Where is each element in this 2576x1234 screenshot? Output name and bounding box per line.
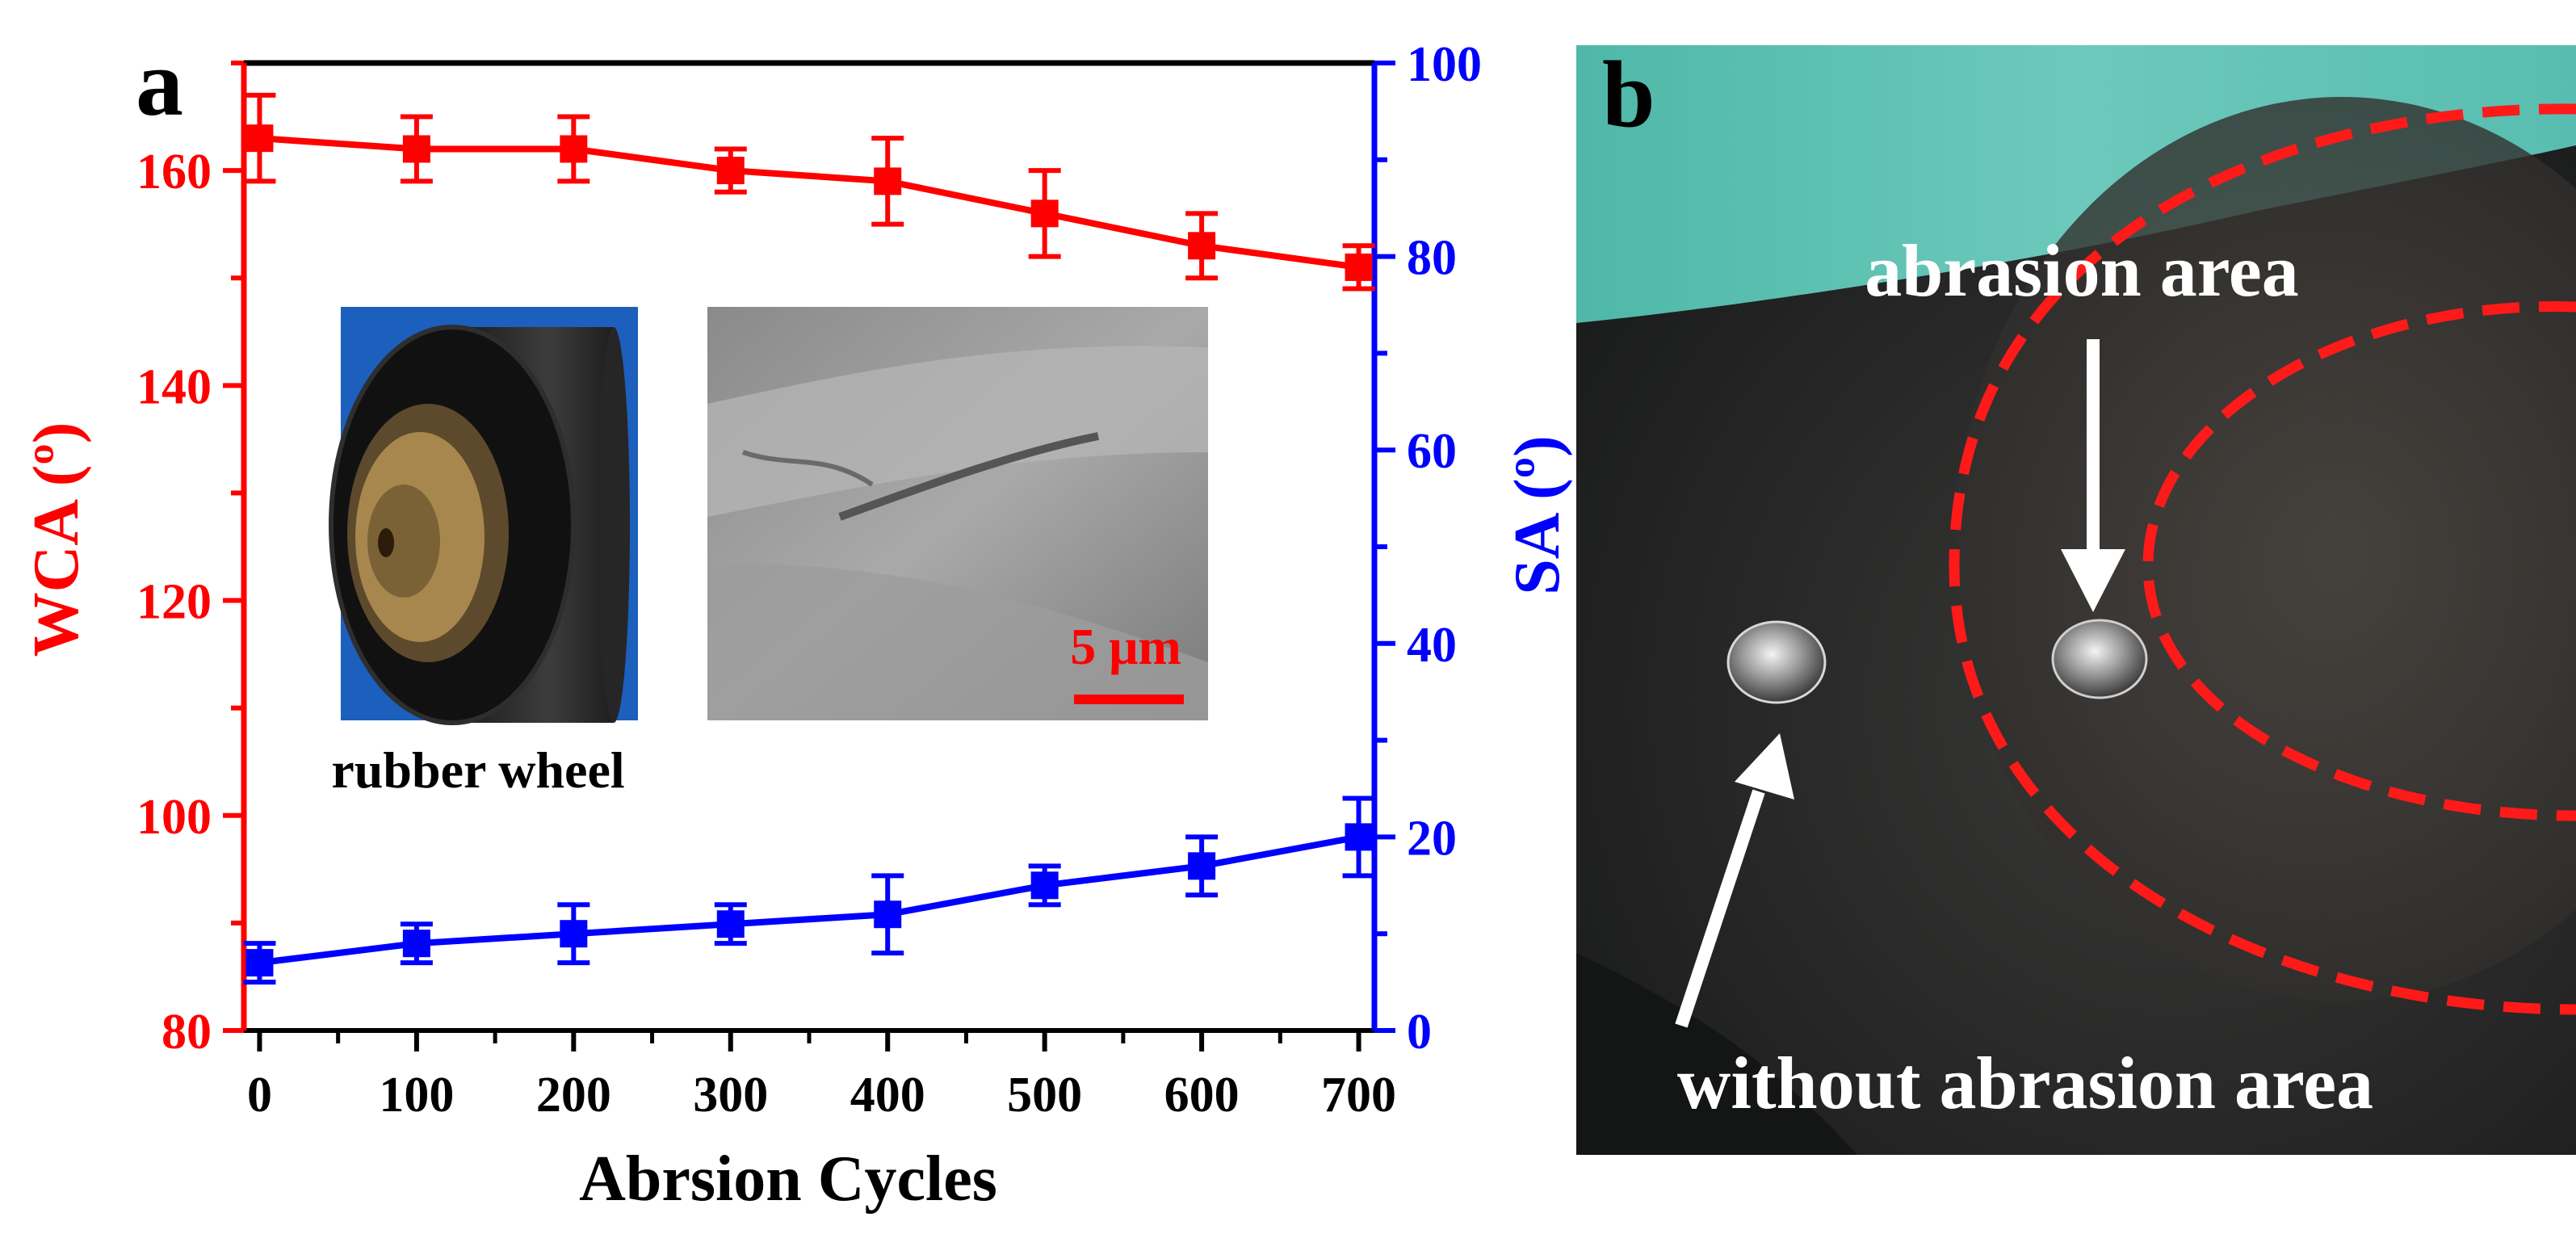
rubber-wheel-label: rubber wheel xyxy=(331,741,624,799)
sem-fiber-upper xyxy=(707,346,1208,517)
panel-b-photo: b abrasion area without abrasion area xyxy=(1576,41,2576,1155)
data-point-right xyxy=(1345,823,1373,851)
right-tick-label: 0 xyxy=(1407,1005,1432,1060)
panel-letter-b: b xyxy=(1602,41,1655,147)
data-point-right xyxy=(1030,871,1059,900)
data-point-right xyxy=(245,949,274,977)
x-tick-label: 600 xyxy=(1164,1068,1240,1123)
right-axis-ticks: 0 20 40 60 80 100 xyxy=(1374,37,1482,1060)
abrasion-outer-outline xyxy=(1949,103,2576,1015)
right-tick-label: 40 xyxy=(1407,618,1457,673)
arrow-to-untreated-droplet xyxy=(1675,733,1794,1028)
right-tick-label: 60 xyxy=(1407,424,1457,479)
x-tick-label: 500 xyxy=(1007,1068,1082,1123)
left-tick-label: 140 xyxy=(136,359,212,414)
x-axis-title: Abrsion Cycles xyxy=(579,1144,997,1215)
water-droplet-abrasion-area xyxy=(2051,619,2148,699)
x-tick-label: 0 xyxy=(247,1068,272,1123)
sem-fiber-lower xyxy=(707,564,1208,720)
water-droplet-untreated-area xyxy=(1726,620,1827,704)
x-tick-label: 100 xyxy=(379,1068,454,1123)
series-right-line xyxy=(258,833,1360,967)
left-axis-title: WCA (º) xyxy=(21,422,92,657)
abraded-region xyxy=(1954,97,2576,1001)
panel-letter-a: a xyxy=(136,30,183,136)
series-left-line xyxy=(259,135,1360,271)
sem-image-inset xyxy=(707,307,1208,720)
data-point-right xyxy=(1188,852,1216,880)
right-axis-title: SA (º) xyxy=(1502,435,1573,595)
right-tick-label: 100 xyxy=(1407,37,1482,92)
arrow-to-abrasion-droplet xyxy=(2061,339,2125,612)
abrasion-area-label: abrasion area xyxy=(1865,229,2299,312)
data-series xyxy=(243,92,1375,985)
data-point-right xyxy=(716,910,745,938)
x-tick-label: 400 xyxy=(850,1068,925,1123)
x-tick-label: 200 xyxy=(536,1068,611,1123)
left-tick-label: 120 xyxy=(136,575,212,630)
left-tick-label: 80 xyxy=(162,1005,212,1060)
abrasion-inner-outline xyxy=(2142,301,2576,821)
data-point-left xyxy=(402,135,430,163)
right-tick-label: 80 xyxy=(1407,231,1457,286)
data-point-left xyxy=(1345,253,1373,281)
data-point-left xyxy=(1188,232,1216,260)
data-point-left xyxy=(245,124,274,153)
right-tick-label: 20 xyxy=(1407,811,1457,866)
scale-bar-label: 5 μm xyxy=(1070,618,1181,675)
data-point-right xyxy=(874,900,902,929)
left-tick-label: 160 xyxy=(136,145,212,199)
data-point-left xyxy=(716,157,745,185)
rubber-wheel-inset xyxy=(329,307,638,725)
without-abrasion-label: without abrasion area xyxy=(1677,1042,2373,1124)
left-tick-label: 100 xyxy=(136,790,212,845)
data-point-right xyxy=(560,920,588,948)
data-point-left xyxy=(560,135,588,163)
data-point-right xyxy=(402,930,430,958)
x-tick-label: 700 xyxy=(1321,1068,1396,1123)
x-tick-label: 300 xyxy=(693,1068,768,1123)
data-point-left xyxy=(874,167,902,195)
left-axis-ticks: 80 100 120 140 160 xyxy=(136,61,244,1060)
x-axis-ticks: 0 100 200 300 400 500 600 700 xyxy=(247,1030,1396,1123)
data-point-left xyxy=(1030,199,1059,228)
panel-a-chart: a 0 100 200 300 400 500 600 700 80100120140160 … xyxy=(21,30,1573,1215)
